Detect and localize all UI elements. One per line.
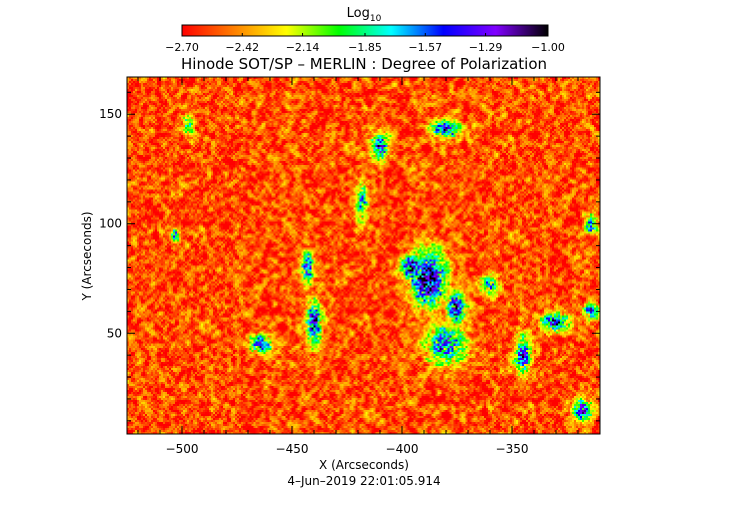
axis-ticks	[127, 77, 601, 434]
chart-title: Hinode SOT/SP – MERLIN : Degree of Polar…	[181, 55, 547, 73]
colorbar-tick-labels: −2.70 −2.42 −2.14 −1.85 −1.57 −1.29 −1.00	[165, 41, 565, 54]
y-tick-labels: 50 100 150	[99, 107, 122, 340]
x-tick-labels: −500 −450 −400 −350	[166, 442, 529, 456]
x-tick-label: −350	[496, 442, 529, 456]
x-tick-label: −400	[386, 442, 419, 456]
polarization-map	[127, 77, 600, 434]
colorbar-label-subscript: 10	[370, 14, 382, 24]
y-axis-label: Y (Arcseconds)	[80, 211, 94, 301]
colorbar-tick-label: −1.29	[469, 41, 503, 54]
x-tick-label: −450	[276, 442, 309, 456]
x-tick-label: −500	[166, 442, 199, 456]
x-axis-label: X (Arcseconds)	[319, 458, 409, 472]
colorbar-ticks	[181, 33, 549, 36]
colorbar-tick-label: −2.14	[286, 41, 320, 54]
colorbar-tick-label: −2.70	[165, 41, 199, 54]
colorbar-tick-label: −2.42	[225, 41, 259, 54]
colorbar-tick-label: −1.00	[531, 41, 565, 54]
timestamp: 4–Jun–2019 22:01:05.914	[287, 474, 440, 488]
colorbar-tick-label: −1.85	[348, 41, 382, 54]
colorbar-label-base: Log	[347, 6, 370, 21]
y-tick-label: 100	[99, 217, 122, 231]
y-tick-label: 150	[99, 107, 122, 121]
colorbar-label: Log10	[347, 6, 382, 24]
colorbar-tick-label: −1.57	[408, 41, 442, 54]
plot-frame	[126, 76, 601, 435]
y-tick-label: 50	[107, 326, 122, 340]
plot-area	[126, 76, 601, 435]
